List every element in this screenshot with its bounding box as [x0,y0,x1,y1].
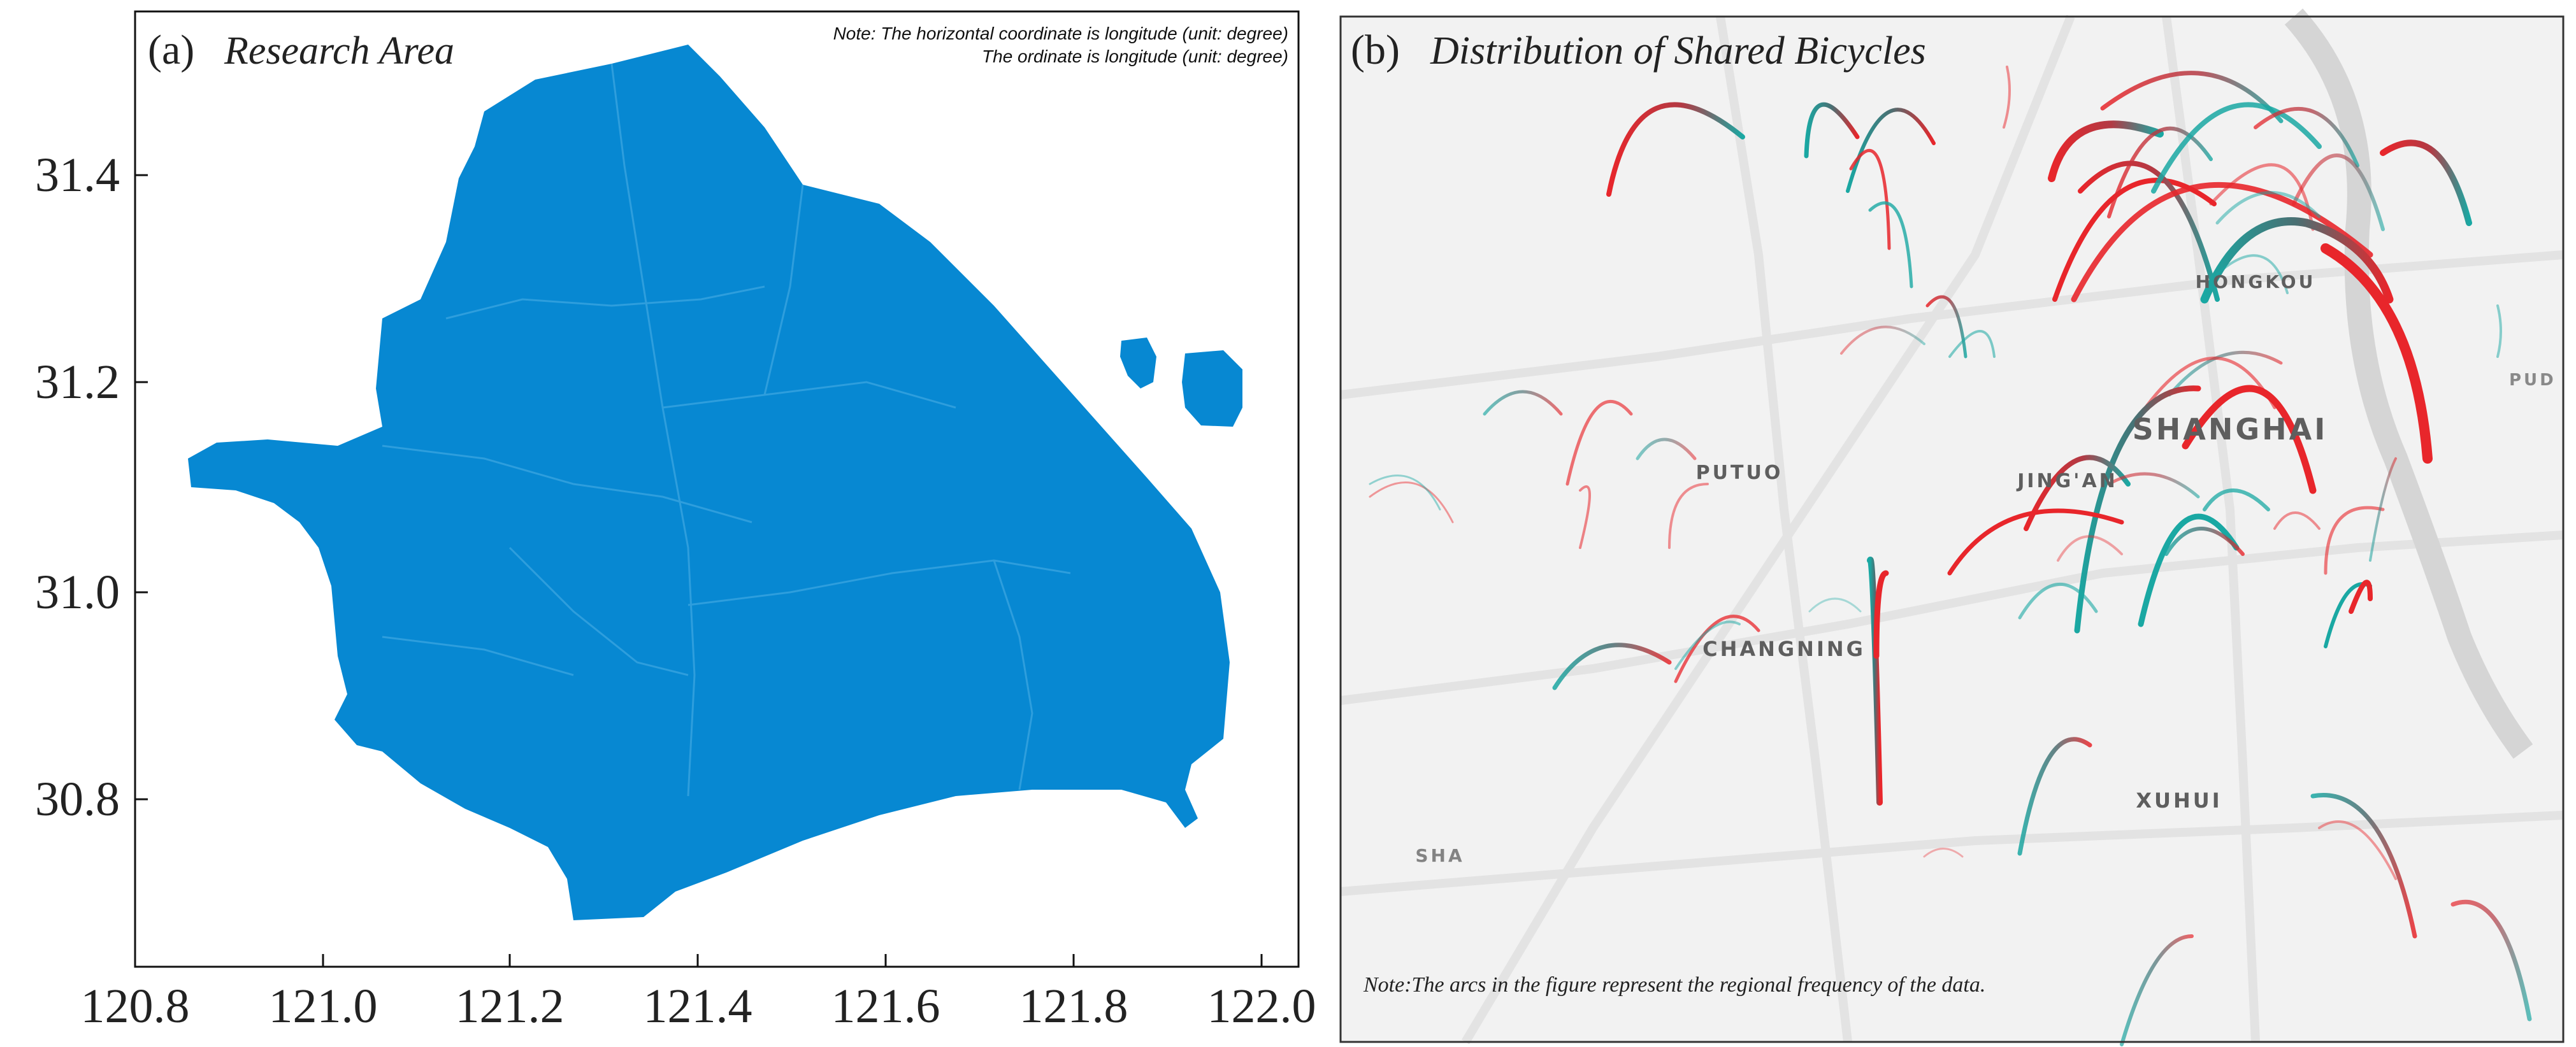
y-tick-label: 31.0 [35,566,120,619]
od-arc [1552,643,1672,690]
panel-b-frame [1339,15,2565,1043]
od-arc [2138,513,2240,627]
x-tick-label: 121.0 [269,979,378,1033]
panel-b-title: Distribution of Shared Bicycles [1430,29,1926,73]
x-tick-label: 121.2 [456,979,565,1033]
x-tick-label: 120.8 [81,979,190,1033]
od-arc [2024,455,2131,531]
panel-a-note-line2: The ordinate is longitude (unit: degree) [982,46,1288,66]
od-arc [1873,570,1889,659]
od-arc [2200,217,2394,304]
research-area-map [188,45,1242,920]
od-arc [2216,254,2289,294]
panel-a-title: Research Area [224,29,454,73]
od-arc [2168,350,2283,397]
axis-ticks-a [134,174,1263,967]
od-arc [2057,535,2123,562]
od-arc [2017,737,2092,856]
y-tick-label: 31.2 [35,355,120,409]
island-shape [1182,350,1242,427]
od-arc [1636,438,1697,460]
od-arc [1674,615,1760,683]
base-map [1340,15,2564,1044]
od-arc [2349,580,2373,614]
od-arc [2380,139,2472,226]
od-arc [1947,508,2124,576]
district-label-sha: SHA [1415,845,1464,866]
od-arc [1606,102,1745,197]
od-arc [2254,106,2359,167]
od-arc [1923,848,1964,858]
od-arc [1674,620,1741,670]
od-arc [1840,325,1925,355]
od-arc [2215,190,2321,225]
island-shape [1120,338,1156,388]
district-label-shanghai: SHANGHAI [2133,412,2328,446]
panel-b-letter: (b) [1351,27,1400,73]
od-arc [2318,820,2397,880]
panel-a-letter: (a) [148,27,194,73]
od-arc [1948,330,1996,358]
panel-b-note: Note:The arcs in the figure represent th… [1363,973,1985,997]
district-label-hongkou: HONGKOU [2196,271,2316,292]
od-arc [1867,557,1883,806]
od-arc [2139,356,2277,416]
od-arc [2324,506,2385,575]
od-arc [2003,66,2011,129]
od-arc [2182,385,2317,494]
od-arc [2078,160,2220,302]
y-tick-label: 31.4 [35,148,120,202]
od-arcs [1369,66,2532,1046]
panel-b-background [1341,17,2563,1042]
od-arc [1483,390,1563,416]
river [2284,8,2533,759]
od-arc [2450,899,2532,1022]
od-arc [1369,481,1454,524]
od-arc [2107,126,2213,218]
od-arc [2018,583,2098,620]
x-tick-label: 121.8 [1019,979,1128,1033]
panel-a-note-line1: Note: The horizontal coordinate is longi… [833,24,1288,43]
od-arc [1808,597,1862,613]
od-arc [2310,793,2417,939]
od-arc [2074,385,2201,634]
panel-a: 31.4 31.2 31.0 30.8 120.8 121.0 121.2 12… [35,10,1316,1033]
od-arc [1668,483,1709,549]
district-label-pud: PUD [2509,371,2556,390]
x-tick-label: 122.0 [1207,979,1316,1033]
od-arc [2120,934,2194,1046]
district-label-xuhui: XUHUI [2136,788,2222,813]
district-label-jingan: JING'AN [2016,470,2118,492]
x-tick-label: 121.6 [831,979,940,1033]
od-arc [2048,120,2164,182]
od-arc [1565,400,1633,486]
district-boundaries [382,63,1071,797]
od-arc [2107,472,2200,499]
x-tick-label: 121.4 [644,979,752,1033]
od-arc [2292,153,2385,231]
od-arc [1804,102,1860,159]
od-arc [2273,511,2321,530]
od-arc [1868,201,1913,288]
od-arc [2496,304,2502,358]
od-arc [2164,527,2245,556]
od-arc [2321,243,2433,464]
od-arc [1849,148,1891,250]
y-tick-label: 30.8 [35,773,120,826]
od-arc [1579,485,1591,549]
district-label-changning: CHANGNING [1702,637,1866,661]
od-arc [2369,457,2397,562]
panel-b: SHANGHAI HONGKOU JING'AN PUTUO CHANGNING… [1339,8,2565,1046]
od-arc [2100,71,2284,124]
shanghai-region-shape [188,45,1230,920]
od-arc [2151,102,2322,194]
od-arc [2209,163,2315,231]
od-arc [2203,488,2270,511]
od-arc [1369,474,1441,511]
district-label-putuo: PUTUO [1696,462,1783,484]
